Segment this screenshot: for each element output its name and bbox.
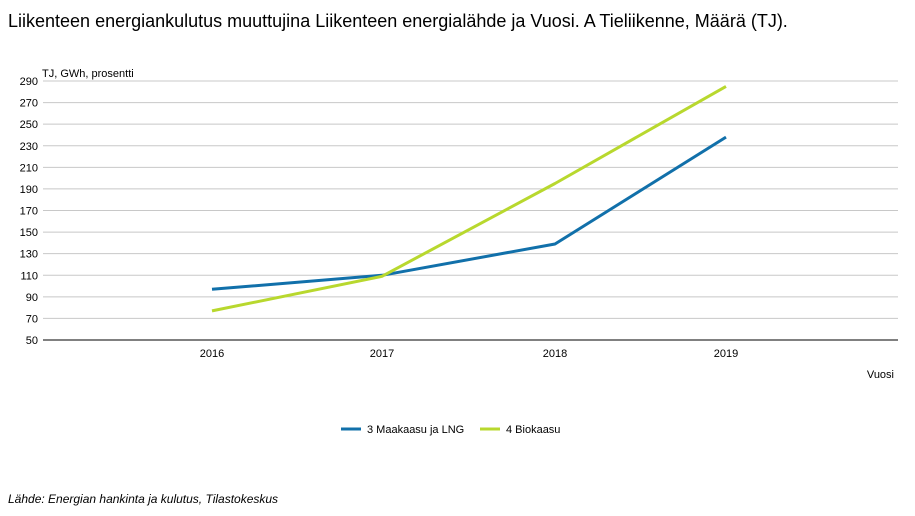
legend: 3 Maakaasu ja LNG 4 Biokaasu bbox=[341, 424, 560, 436]
x-tick-label: 2018 bbox=[543, 348, 567, 360]
series-line-1 bbox=[211, 135, 727, 291]
y-tick-label: 170 bbox=[20, 206, 38, 218]
grid-lines bbox=[43, 80, 898, 341]
y-tick-label: 70 bbox=[26, 313, 38, 325]
y-tick-labels: 50 70 90 110 130 150 170 190 210 230 250 270 290 bbox=[20, 76, 38, 347]
legend-label: 4 Biokaasu bbox=[506, 424, 560, 436]
series-lines bbox=[211, 85, 727, 313]
x-tick-labels: 2016 2017 2018 2019 bbox=[200, 348, 738, 360]
y-tick-label: 210 bbox=[20, 162, 38, 174]
x-tick-label: 2017 bbox=[370, 348, 394, 360]
y-tick-label: 90 bbox=[26, 292, 38, 304]
y-tick-label: 130 bbox=[20, 249, 38, 261]
source-note: Lähde: Energian hankinta ja kulutus, Til… bbox=[8, 492, 279, 506]
y-tick-label: 290 bbox=[20, 76, 38, 88]
x-tick-label: 2016 bbox=[200, 348, 224, 360]
x-axis-label: Vuosi bbox=[867, 369, 894, 381]
y-tick-label: 230 bbox=[20, 141, 38, 153]
chart-title: Liikenteen energiankulutus muuttujina Li… bbox=[8, 11, 788, 31]
legend-label: 3 Maakaasu ja LNG bbox=[367, 424, 464, 436]
y-axis-label: TJ, GWh, prosentti bbox=[42, 68, 134, 80]
y-tick-label: 250 bbox=[20, 119, 38, 131]
y-tick-label: 50 bbox=[26, 335, 38, 347]
series-line-2 bbox=[211, 85, 727, 313]
x-tick-label: 2019 bbox=[714, 348, 738, 360]
y-tick-label: 270 bbox=[20, 98, 38, 110]
y-tick-label: 150 bbox=[20, 227, 38, 239]
y-tick-label: 110 bbox=[20, 270, 38, 282]
y-tick-label: 190 bbox=[20, 184, 38, 196]
